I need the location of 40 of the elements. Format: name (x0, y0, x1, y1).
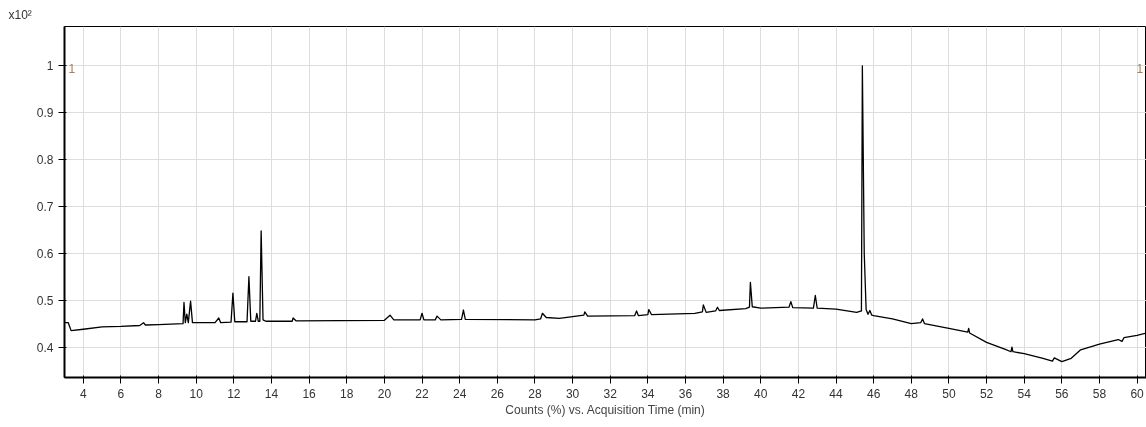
y-tick-label: 0.7 (36, 199, 54, 214)
x-tick-label: 36 (678, 386, 693, 401)
x-tick-label: 54 (1017, 386, 1032, 401)
x-tick-label: 48 (904, 386, 919, 401)
x-tick-label: 42 (791, 386, 806, 401)
y-axis-title: x10² (8, 7, 32, 22)
x-tick-label: 46 (866, 386, 881, 401)
x-tick-label: 60 (1130, 386, 1145, 401)
x-tick-label: 34 (641, 386, 655, 401)
x-tick-label: 8 (155, 386, 163, 401)
x-tick-label: 20 (377, 386, 392, 401)
x-tick-label: 44 (829, 386, 844, 401)
x-tick-label: 26 (490, 386, 505, 401)
x-tick-label: 52 (979, 386, 994, 401)
x-tick-label: 28 (528, 386, 542, 401)
y-tick-label: 0.9 (36, 106, 54, 121)
y-tick-label: 0.6 (36, 246, 54, 261)
x-axis-title: Counts (%) vs. Acquisition Time (min) (505, 402, 705, 417)
x-tick-label: 40 (754, 386, 768, 401)
x-tick-label: 58 (1092, 386, 1107, 401)
x-tick-label: 56 (1055, 386, 1069, 401)
x-tick-label: 14 (264, 386, 279, 401)
x-tick-label: 18 (340, 386, 354, 401)
x-tick-label: 50 (942, 386, 956, 401)
x-tick-label: 22 (415, 386, 430, 401)
y-tick-label: 0.4 (36, 340, 54, 355)
x-tick-label: 16 (302, 386, 317, 401)
x-tick-label: 6 (117, 386, 125, 401)
x-tick-label: 38 (716, 386, 731, 401)
x-tick-label: 30 (565, 386, 580, 401)
x-tick-label: 32 (603, 386, 618, 401)
annotation: 1 (1136, 61, 1144, 76)
y-tick-label: 0.8 (36, 153, 54, 168)
x-tick-label: 4 (79, 386, 87, 401)
x-tick-label: 12 (227, 386, 241, 401)
y-tick-label: 0.5 (36, 293, 54, 308)
x-tick-label: 10 (189, 386, 204, 401)
x-tick-label: 24 (452, 386, 467, 401)
annotation: 1 (68, 61, 76, 76)
y-tick-label: 1 (46, 59, 54, 74)
